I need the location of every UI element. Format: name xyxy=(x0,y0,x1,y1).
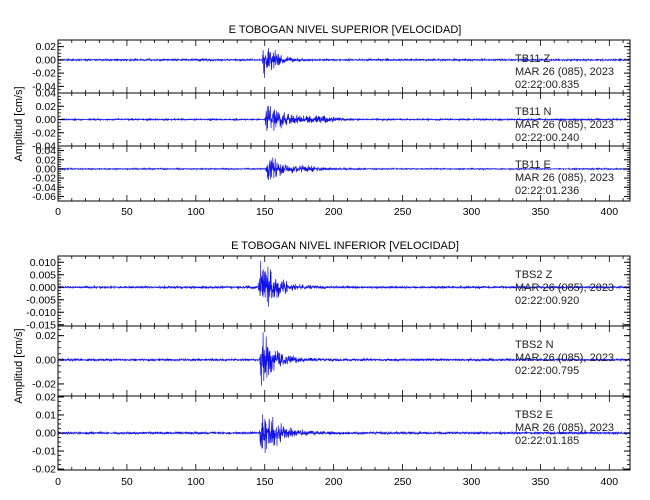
chart0-x-tick-label: 200 xyxy=(325,206,343,218)
chart0-panel2-y-tick-label: 0.02 xyxy=(36,154,57,166)
chart1-x-tick-label: 100 xyxy=(187,476,205,488)
chart1-panel1-time-label: 02:22:00.795 xyxy=(515,365,579,377)
chart0-x-tick-label: 0 xyxy=(55,206,61,218)
chart0-x-tick-label: 150 xyxy=(256,206,274,218)
chart1-panel1-date-label: MAR 26 (085), 2023 xyxy=(515,352,614,364)
chart0-panel2-date-label: MAR 26 (085), 2023 xyxy=(515,172,614,184)
chart0-panel0-y-tick-label: -0.02 xyxy=(32,68,56,80)
chart0-panel2-y-tick-label: 0.04 xyxy=(36,145,57,157)
chart1-x-tick-label: 200 xyxy=(325,476,343,488)
chart0-panel0-date-label: MAR 26 (085), 2023 xyxy=(515,66,614,78)
chart1-x-tick-label: 250 xyxy=(394,476,412,488)
chart0-x-tick-label: 250 xyxy=(394,206,412,218)
chart0-panel1-y-tick-label: -0.02 xyxy=(32,127,56,139)
chart0-panel1-y-tick-label: -0.04 xyxy=(32,141,56,153)
upper-chart-title: E TOBOGAN NIVEL SUPERIOR [VELOCIDAD] xyxy=(229,24,462,36)
chart1-panel2-y-tick-label: 0.00 xyxy=(36,428,57,440)
chart1-panel0-y-tick-label: -0.010 xyxy=(26,307,56,319)
chart0-x-tick-label: 400 xyxy=(601,206,619,218)
chart1-panel1-y-tick-label: 0.02 xyxy=(36,330,57,342)
lower-chart-title: E TOBOGAN NIVEL INFERIOR [VELOCIDAD] xyxy=(231,240,459,252)
chart1-panel2-y-tick-label: -0.02 xyxy=(32,464,56,476)
chart1-panel2-y-tick-label: 0.01 xyxy=(36,409,57,421)
chart1-panel0-component-label: TBS2 Z xyxy=(515,269,553,281)
chart0-x-tick-label: 350 xyxy=(532,206,550,218)
chart0-panel1-time-label: 02:22:00.240 xyxy=(515,132,579,144)
chart1-x-tick-label: 50 xyxy=(121,476,133,488)
chart0-panel1-date-label: MAR 26 (085), 2023 xyxy=(515,119,614,131)
chart0-panel1-y-tick-label: 0.04 xyxy=(36,88,57,100)
chart0-panel0-y-tick-label: -0.04 xyxy=(32,81,56,93)
chart1-panel0-y-tick-label: -0.015 xyxy=(26,319,56,331)
chart0-panel2-y-tick-label: 0.00 xyxy=(36,163,57,175)
chart1-panel1-y-tick-label: -0.02 xyxy=(32,378,56,390)
chart0-x-tick-label: 100 xyxy=(187,206,205,218)
chart1-panel2-y-tick-label: -0.01 xyxy=(32,446,56,458)
chart1-panel2-date-label: MAR 26 (085), 2023 xyxy=(515,422,614,434)
chart1-panel2-time-label: 02:22:01.185 xyxy=(515,435,579,447)
chart1-panel0-time-label: 02:22:00.920 xyxy=(515,295,579,307)
chart1-x-tick-label: 150 xyxy=(256,476,274,488)
chart1-x-tick-label: 350 xyxy=(532,476,550,488)
chart1-panel0-date-label: MAR 26 (085), 2023 xyxy=(515,282,614,294)
chart0-panel0-component-label: TB11 Z xyxy=(515,53,551,65)
chart1-x-tick-label: 400 xyxy=(601,476,619,488)
chart0-panel2-component-label: TB11 E xyxy=(515,159,551,171)
chart1-panel1-waveform xyxy=(57,332,631,386)
chart0-panel1-y-tick-label: 0.02 xyxy=(36,101,57,113)
chart1-panel1-y-tick-label: 0.00 xyxy=(36,354,57,366)
chart1-panel2-component-label: TBS2 E xyxy=(515,409,553,421)
chart1-panel0-y-tick-label: 0.010 xyxy=(30,257,56,269)
chart0-panel2-y-tick-label: -0.06 xyxy=(32,191,56,203)
chart1-panel2-waveform xyxy=(57,414,631,453)
chart1-panel0-waveform xyxy=(57,260,631,307)
chart1-panel0-y-tick-label: -0.005 xyxy=(26,294,56,306)
chart0-panel0-y-tick-label: 0.00 xyxy=(36,54,57,66)
chart0-panel0-time-label: 02:22:00.835 xyxy=(515,79,579,91)
chart0-panel2-waveform xyxy=(57,157,631,180)
chart1-panel2-y-tick-label: 0.02 xyxy=(36,391,57,403)
chart1-panel0-y-tick-label: 0.000 xyxy=(30,282,56,294)
chart1-x-tick-label: 300 xyxy=(463,476,481,488)
lower-y-axis-label: Amplitud [cm/s] xyxy=(13,328,25,403)
chart0-panel1-y-tick-label: 0.00 xyxy=(36,114,57,126)
chart0-panel2-time-label: 02:22:01.236 xyxy=(515,185,579,197)
chart0-panel2-y-tick-label: -0.02 xyxy=(32,173,56,185)
chart0-panel0-y-tick-label: 0.02 xyxy=(36,41,57,53)
chart0-panel0-waveform xyxy=(57,48,631,78)
chart0-panel1-component-label: TB11 N xyxy=(515,106,552,118)
chart0-x-tick-label: 300 xyxy=(463,206,481,218)
chart1-x-tick-label: 0 xyxy=(55,476,61,488)
chart1-panel0-y-tick-label: 0.005 xyxy=(30,269,56,281)
chart1-panel1-component-label: TBS2 N xyxy=(515,339,554,351)
chart0-panel2-y-tick-label: -0.04 xyxy=(32,182,56,194)
chart0-x-tick-label: 50 xyxy=(121,206,133,218)
chart0-panel1-waveform xyxy=(57,106,631,131)
upper-y-axis-label: Amplitud [cm/s] xyxy=(13,86,25,161)
